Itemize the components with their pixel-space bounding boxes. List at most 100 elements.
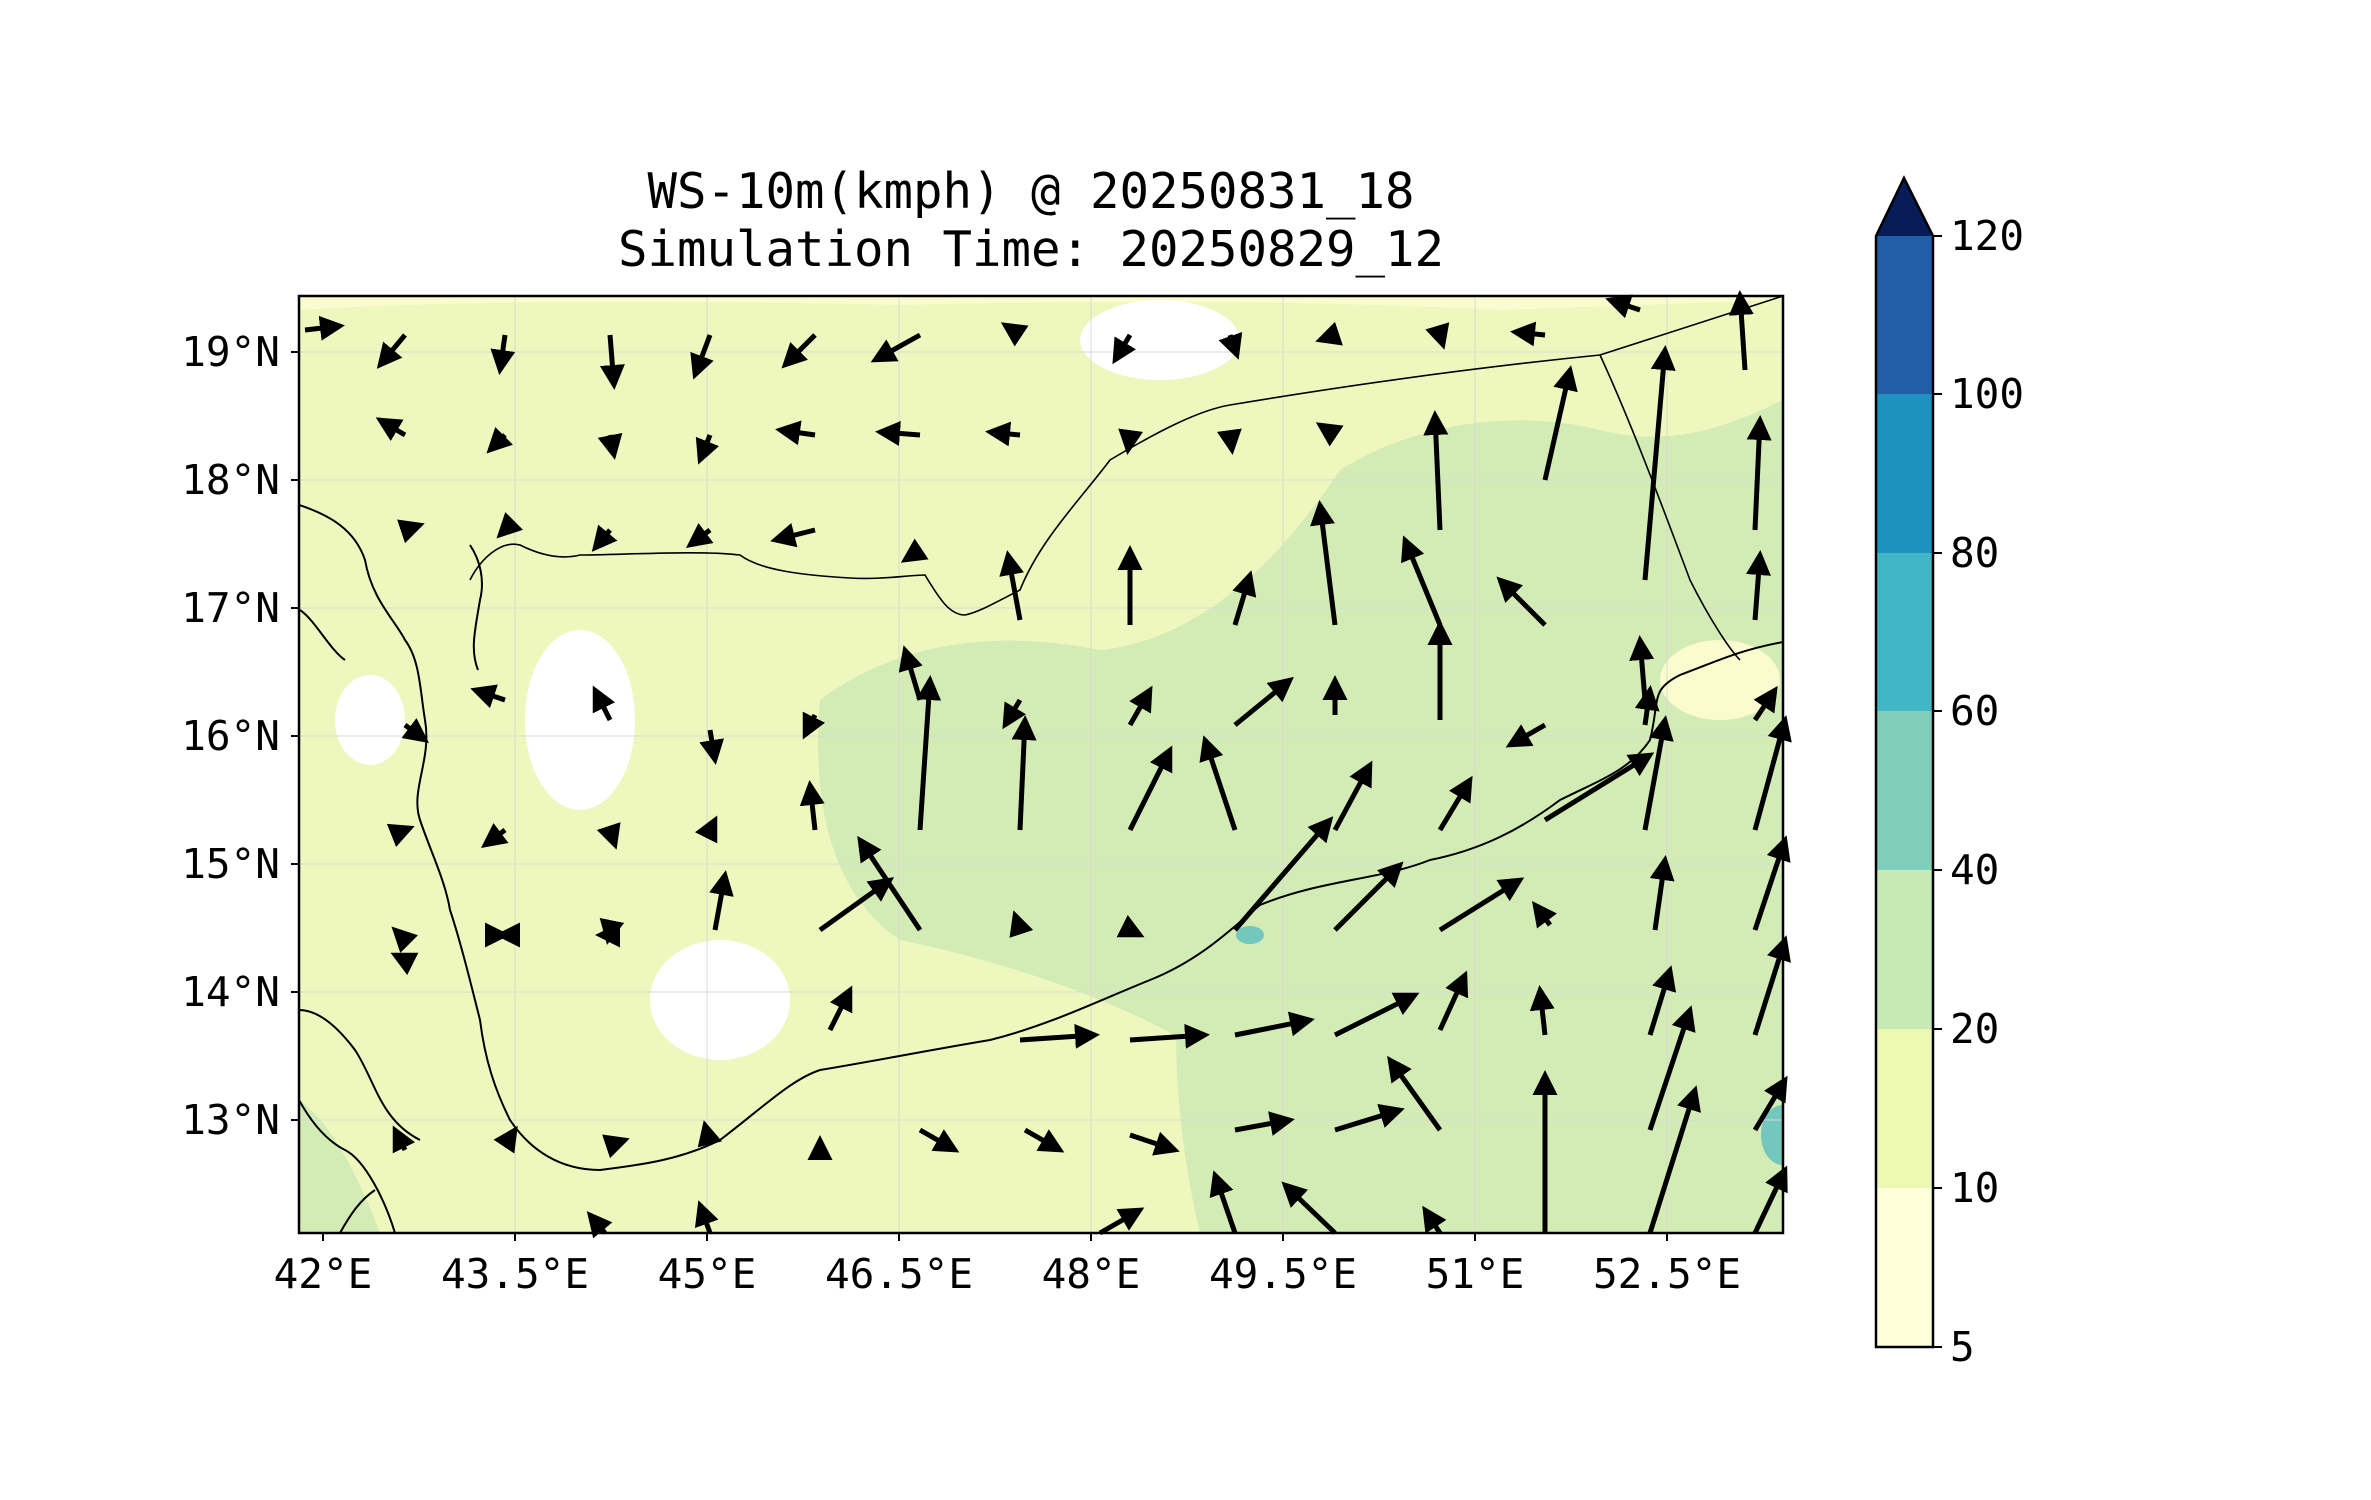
colorbar-label: 100 bbox=[1950, 370, 2024, 418]
wind-arrow bbox=[1002, 698, 1027, 730]
wind-arrow bbox=[493, 1125, 518, 1154]
wind-arrow bbox=[1647, 965, 1677, 1036]
wind-arrow bbox=[802, 711, 826, 740]
wind-arrow bbox=[1505, 722, 1547, 748]
wind-arrow bbox=[1023, 1127, 1065, 1153]
wind-arrow bbox=[1009, 910, 1034, 938]
wind-arrow bbox=[1642, 345, 1676, 581]
lon-label: 48°E bbox=[1042, 1250, 1141, 1298]
wind-arrow bbox=[481, 823, 509, 848]
wind-arrow bbox=[1281, 1181, 1337, 1235]
wind-arrow bbox=[1019, 1023, 1100, 1049]
lat-label: 18°N bbox=[181, 456, 280, 504]
wind-arrow bbox=[391, 926, 418, 953]
lat-label: 15°N bbox=[181, 840, 280, 888]
wind-arrow bbox=[1543, 752, 1655, 823]
calm-patch bbox=[335, 675, 405, 765]
wind-arrow bbox=[1437, 775, 1473, 832]
map-title: WS-10m(kmph) @ 20250831_18 Simulation Ti… bbox=[0, 0, 2371, 300]
wind-arrow bbox=[304, 315, 345, 341]
wind-arrow bbox=[875, 421, 921, 446]
wind-arrow bbox=[1118, 428, 1144, 455]
colorbar-segment bbox=[1876, 236, 1933, 394]
wind-arrow bbox=[686, 523, 714, 548]
wind-arrow bbox=[1752, 685, 1778, 722]
wind-arrow bbox=[1232, 570, 1257, 626]
wind-arrow bbox=[1216, 428, 1242, 455]
wind-arrow bbox=[1510, 321, 1546, 347]
wind-arrow bbox=[1647, 1085, 1701, 1234]
wind-arrow bbox=[602, 1134, 630, 1159]
wind-arrow bbox=[1112, 333, 1137, 365]
wind-arrow bbox=[827, 985, 853, 1032]
wind-arrow bbox=[597, 432, 623, 460]
colorbar-label: 80 bbox=[1950, 529, 1999, 577]
wind-arrow bbox=[918, 1127, 960, 1153]
wind-arrow bbox=[1310, 500, 1338, 626]
colorbar-label: 60 bbox=[1950, 687, 1999, 735]
wind-arrow bbox=[1422, 1205, 1447, 1235]
wind-arrow bbox=[1234, 1011, 1315, 1038]
wind-arrow bbox=[699, 729, 725, 765]
map-frame bbox=[297, 294, 1785, 1235]
colorbar-segment bbox=[1876, 870, 1933, 1029]
wind-arrow bbox=[857, 835, 923, 932]
lon-label: 42°E bbox=[274, 1250, 373, 1298]
colorbar-label: 120 bbox=[1950, 212, 2024, 260]
wind-arrow bbox=[697, 1120, 722, 1148]
lat-label: 19°N bbox=[181, 328, 280, 376]
wind-arrow bbox=[496, 512, 523, 539]
wind-arrow bbox=[386, 823, 415, 848]
lat-label: 13°N bbox=[181, 1096, 280, 1144]
wind-arrow bbox=[781, 333, 817, 369]
wind-arrow bbox=[586, 1211, 613, 1239]
wind-arrow bbox=[999, 550, 1024, 621]
wind-arrow bbox=[1233, 816, 1334, 932]
wind-arrow bbox=[1127, 745, 1173, 832]
calm-patch bbox=[1660, 640, 1780, 720]
colorbar-segment bbox=[1876, 711, 1933, 870]
wind-arrow bbox=[376, 333, 407, 369]
wind-arrow bbox=[1199, 735, 1238, 831]
wind-arrow bbox=[1752, 1165, 1788, 1235]
colorbar-segment bbox=[1876, 553, 1933, 711]
wind-arrow bbox=[1752, 1075, 1788, 1132]
lon-label: 52.5°E bbox=[1593, 1250, 1741, 1298]
wind-arrow bbox=[1423, 410, 1449, 531]
wind-arrow bbox=[1529, 985, 1555, 1036]
lon-label: 46.5°E bbox=[825, 1250, 973, 1298]
lat-label: 17°N bbox=[181, 584, 280, 632]
wind-arrow bbox=[401, 718, 429, 743]
wind-arrow bbox=[1129, 1023, 1210, 1049]
wind-arrow bbox=[1425, 322, 1450, 350]
colorbar-extend-arrow bbox=[1876, 178, 1933, 236]
wind-arrow bbox=[1542, 365, 1578, 481]
wind-arrow bbox=[1011, 715, 1037, 831]
wind-arrow bbox=[1129, 1131, 1180, 1156]
lon-label: 51°E bbox=[1426, 1250, 1525, 1298]
lat-label: 14°N bbox=[181, 968, 280, 1016]
wind-arrow bbox=[1233, 676, 1294, 727]
wind-arrow bbox=[1334, 1103, 1405, 1133]
wind-arrow bbox=[1634, 685, 1660, 726]
wind-arrow bbox=[1332, 760, 1373, 832]
wind-arrow bbox=[397, 519, 425, 544]
wind-arrow bbox=[1647, 1005, 1696, 1131]
calm-patch bbox=[525, 630, 635, 810]
wind-arrow bbox=[709, 870, 734, 931]
coastlines bbox=[299, 504, 1783, 1233]
colorbar-frame bbox=[1874, 175, 1935, 1349]
wind-arrow bbox=[1605, 294, 1641, 319]
colorbar-label: 10 bbox=[1950, 1164, 1999, 1212]
colorbar: 5 10 20 40 60 80 100 120 bbox=[1874, 175, 2024, 1371]
wind-arrow bbox=[591, 524, 618, 552]
calm-patch bbox=[1080, 300, 1240, 380]
lon-label: 43.5°E bbox=[441, 1250, 589, 1298]
wind-arrow bbox=[486, 427, 513, 454]
lat-label: 16°N bbox=[181, 712, 280, 760]
wind-arrow bbox=[818, 877, 895, 933]
wind-arrow bbox=[900, 538, 929, 563]
wind-arrow bbox=[1728, 290, 1754, 371]
wind-arrow bbox=[1098, 1207, 1145, 1236]
wind-arrow bbox=[1234, 1111, 1295, 1136]
